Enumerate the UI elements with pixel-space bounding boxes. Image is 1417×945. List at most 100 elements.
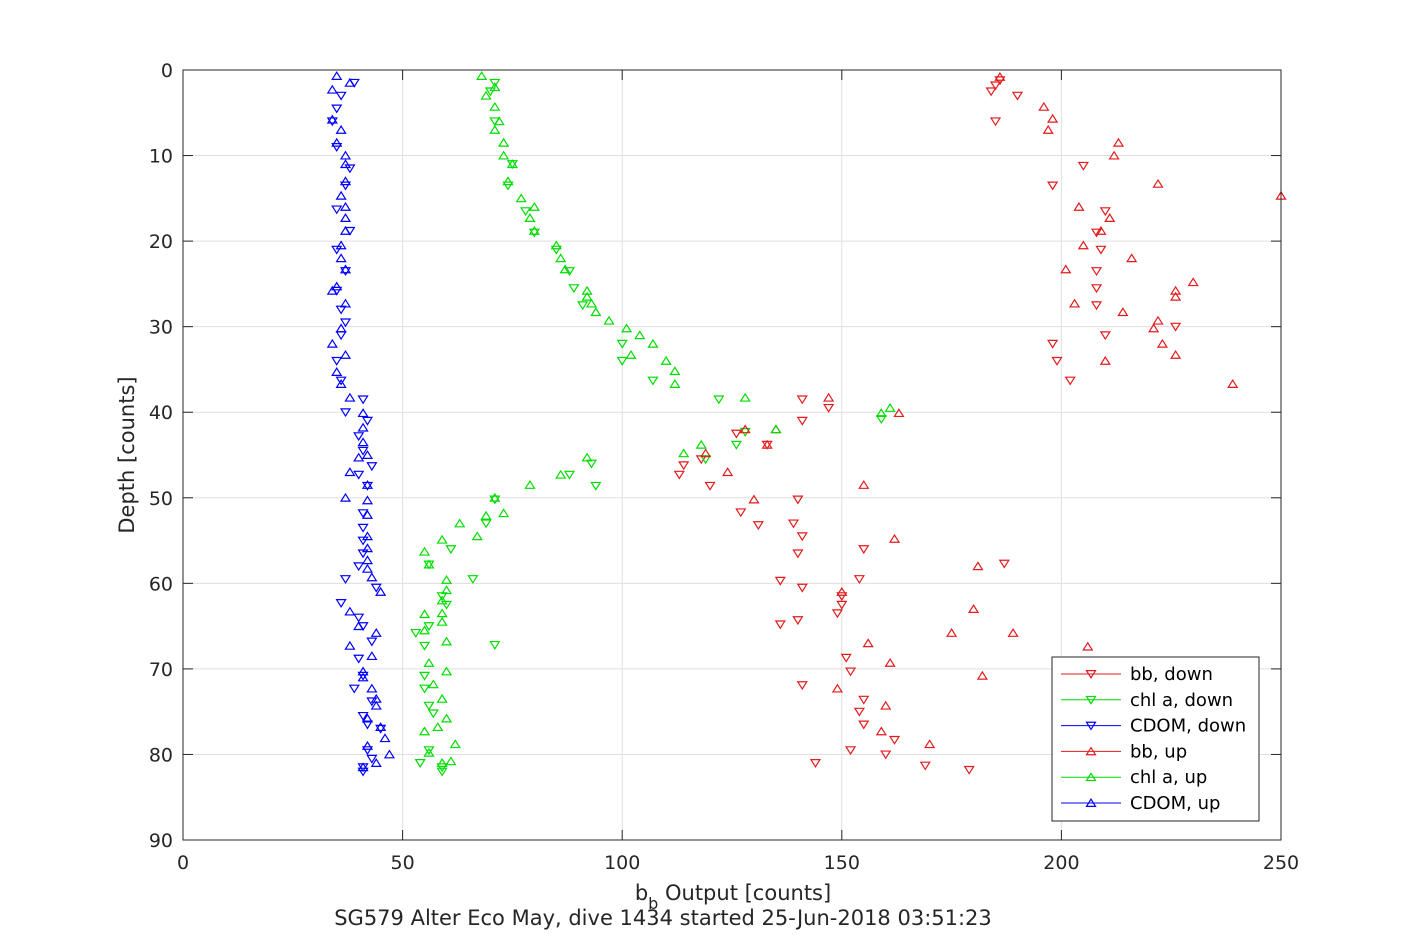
marker-chl-a-up <box>489 124 501 134</box>
marker-cdom-up <box>375 722 387 732</box>
marker-bb-up <box>967 604 980 613</box>
marker-chl-a-down <box>445 545 457 555</box>
marker-cdom-up <box>344 467 356 477</box>
marker-chl-a-up <box>449 739 461 749</box>
marker-chl-a-up <box>454 518 466 528</box>
marker-bb-down <box>845 667 857 677</box>
marker-chl-a-down <box>563 267 576 277</box>
marker-chl-a-up <box>440 585 453 595</box>
marker-bb-down <box>836 600 848 610</box>
marker-bb-down <box>989 81 1002 91</box>
marker-cdom-down <box>375 724 387 734</box>
marker-cdom-up <box>344 640 356 650</box>
legend-label: CDOM, down <box>1130 716 1246 737</box>
marker-chl-a-up <box>489 492 501 502</box>
y-tick-label: 50 <box>149 488 173 510</box>
marker-chl-a-up <box>489 82 501 92</box>
marker-cdom-down <box>357 395 369 405</box>
marker-cdom-down <box>331 245 343 255</box>
marker-cdom-down <box>335 91 347 101</box>
marker-chl-a-up <box>440 574 453 584</box>
marker-bb-down <box>823 403 835 413</box>
marker-chl-a-down <box>647 376 659 386</box>
marker-cdom-up <box>335 124 347 134</box>
marker-cdom-down <box>361 481 374 491</box>
marker-bb-down <box>888 735 901 745</box>
marker-cdom-up <box>357 422 369 432</box>
marker-chl-a-up <box>445 756 457 766</box>
marker-cdom-up <box>383 749 396 759</box>
marker-chl-a-up <box>476 71 488 80</box>
marker-chl-a-down <box>414 759 426 768</box>
marker-cdom-down <box>370 583 382 593</box>
marker-cdom-up <box>357 408 369 418</box>
marker-cdom-down <box>339 575 352 585</box>
marker-bb-down <box>796 395 808 405</box>
marker-chl-a-up <box>581 285 593 295</box>
marker-chl-a-up <box>506 159 518 169</box>
marker-cdom-up <box>361 450 374 459</box>
marker-chl-a-up <box>581 452 593 462</box>
marker-bb-up <box>1042 124 1054 134</box>
marker-bb-down <box>792 549 804 559</box>
marker-cdom-up <box>339 176 352 186</box>
legend-label: bb, up <box>1130 741 1187 762</box>
marker-bb-down <box>1090 301 1103 311</box>
marker-bb-up <box>748 494 760 504</box>
marker-bb-down <box>673 470 685 480</box>
marker-cdom-up <box>361 740 374 750</box>
marker-cdom-up <box>357 672 369 682</box>
y-tick-label: 20 <box>149 231 173 253</box>
x-axis-title-main: b <box>635 881 648 905</box>
marker-chl-a-down <box>423 746 435 756</box>
marker-chl-a-up <box>739 392 751 402</box>
marker-bb-down <box>796 583 808 593</box>
marker-bb-up <box>1077 240 1089 250</box>
marker-bb-up <box>1108 150 1120 160</box>
y-tick-label: 30 <box>149 317 173 339</box>
marker-bb-down <box>840 653 852 663</box>
marker-chl-a-down <box>436 763 448 773</box>
marker-cdom-up <box>361 531 374 541</box>
marker-cdom-up <box>344 77 356 87</box>
marker-cdom-up <box>353 621 365 631</box>
marker-cdom-up <box>370 627 382 637</box>
marker-bb-down <box>836 592 848 602</box>
marker-chl-a-down <box>489 78 501 88</box>
marker-bb-down <box>1064 376 1076 386</box>
marker-chl-a-up <box>436 608 448 618</box>
marker-cdom-up <box>339 298 352 308</box>
marker-bb-down <box>1090 284 1103 294</box>
x-axis-title-rest: Output [counts] <box>658 881 831 905</box>
marker-bb-down <box>787 519 800 529</box>
marker-chl-a-up <box>875 408 887 418</box>
marker-chl-a-up <box>528 225 540 235</box>
y-tick-label: 40 <box>149 402 173 424</box>
marker-chl-a-up <box>436 758 448 767</box>
marker-chl-a-up <box>770 424 782 434</box>
marker-bb-down <box>704 481 716 491</box>
y-tick-label: 70 <box>149 659 173 681</box>
marker-chl-a-up <box>555 253 567 263</box>
marker-cdom-down <box>339 181 352 191</box>
marker-cdom-down <box>357 711 369 721</box>
marker-cdom-up <box>370 758 382 767</box>
marker-bb-down <box>989 117 1002 127</box>
marker-bb-down <box>845 746 857 756</box>
marker-bb-down <box>831 609 843 619</box>
marker-bb-up <box>858 479 870 489</box>
marker-cdom-down <box>335 376 347 386</box>
marker-chl-a-down <box>519 207 532 217</box>
marker-bb-up <box>1038 101 1050 111</box>
marker-bb-up <box>946 627 958 637</box>
marker-chl-a-up <box>634 330 646 340</box>
marker-bb-up <box>1170 291 1182 301</box>
marker-cdom-up <box>361 509 374 519</box>
legend-marker <box>1085 670 1097 679</box>
legend-marker <box>1085 772 1097 782</box>
marker-chl-a-down <box>410 628 422 638</box>
marker-bb-down <box>858 545 870 555</box>
marker-cdom-up <box>331 71 343 80</box>
marker-chl-a-up <box>585 298 598 308</box>
marker-cdom-up <box>366 572 378 582</box>
